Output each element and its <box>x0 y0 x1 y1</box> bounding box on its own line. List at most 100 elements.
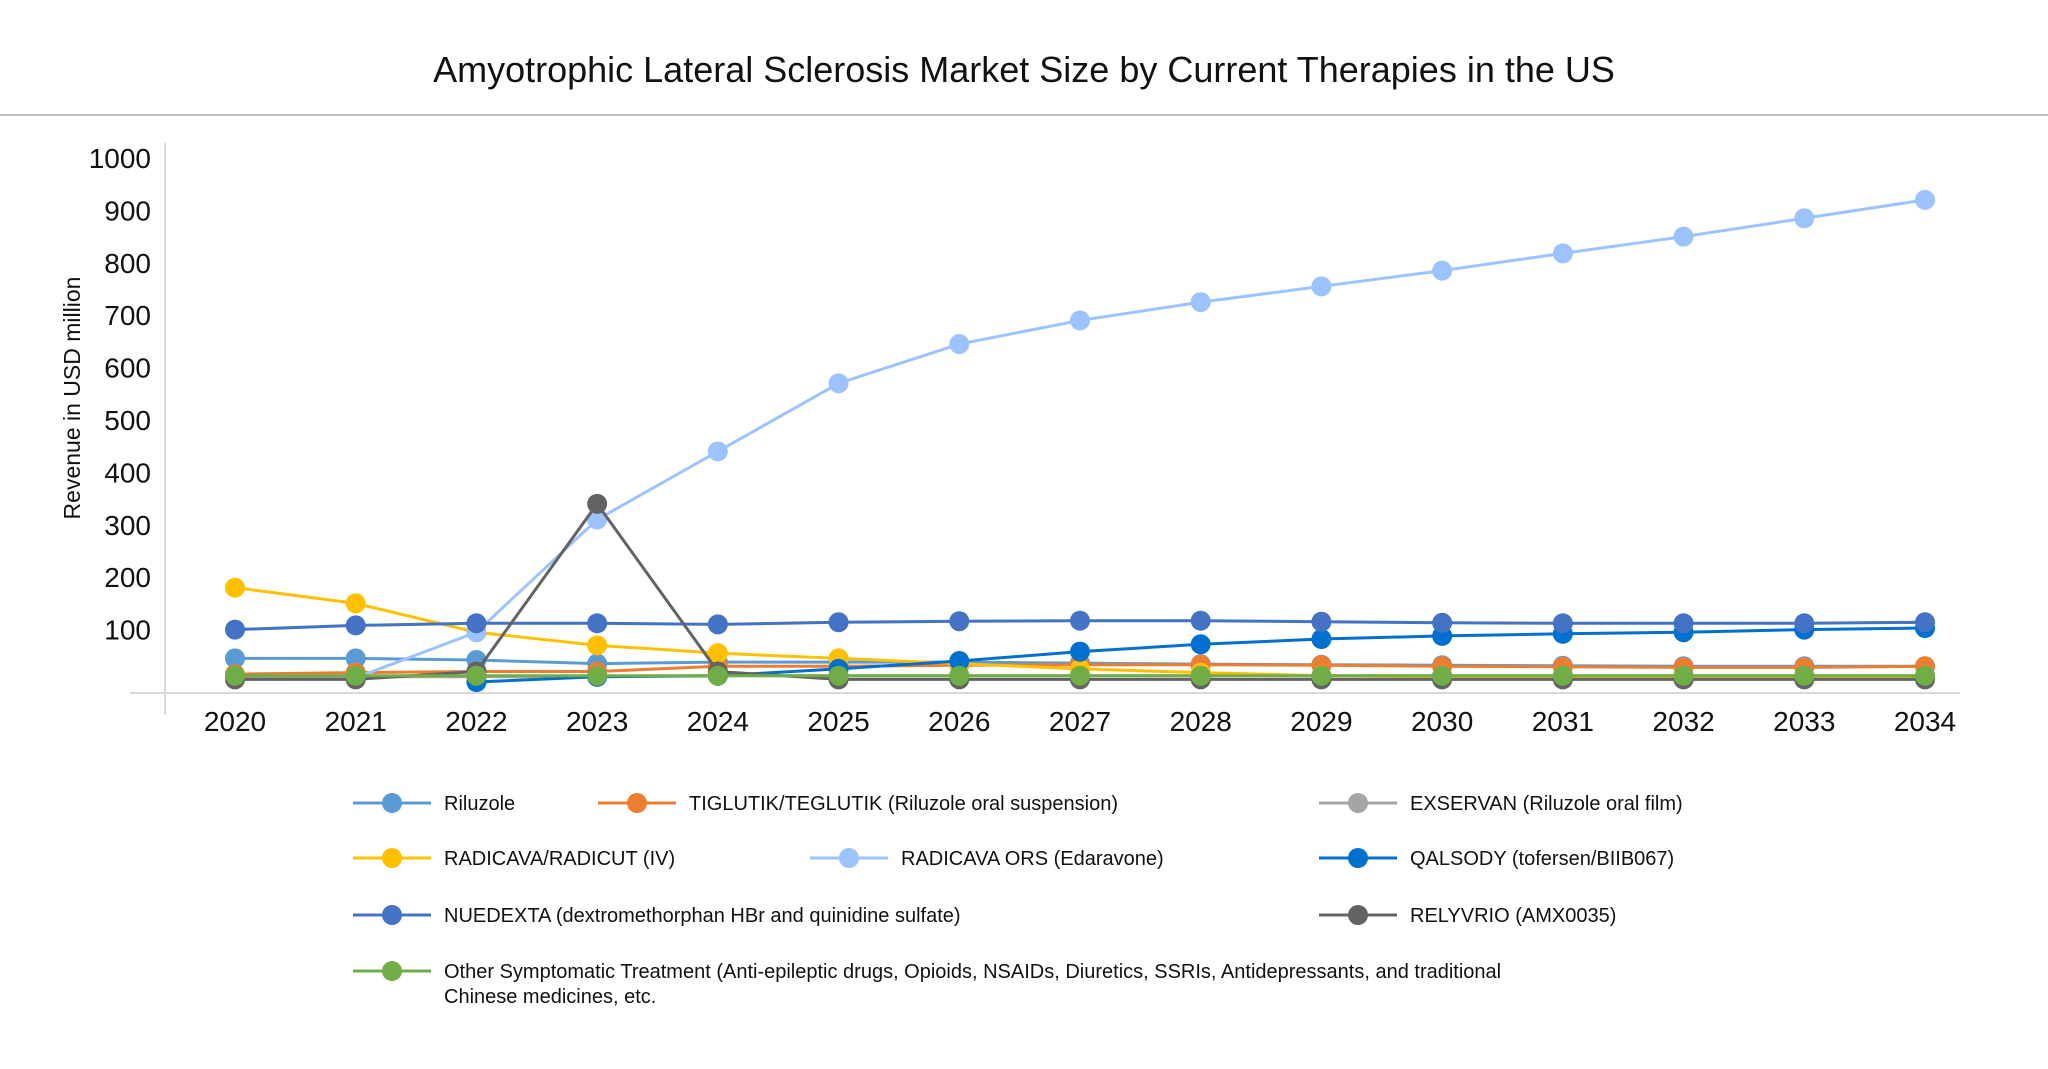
legend-marker <box>1348 793 1368 813</box>
data-point <box>1432 260 1453 281</box>
legend-label: QALSODY (tofersen/BIIB067) <box>1410 848 1674 870</box>
x-tick-label: 2020 <box>204 706 266 737</box>
y-tick-label: 1000 <box>89 143 151 174</box>
legend-marker <box>382 848 402 868</box>
series-6 <box>225 610 1935 640</box>
data-point <box>225 648 245 669</box>
data-point <box>225 665 245 686</box>
data-point <box>345 665 366 686</box>
data-point <box>225 619 245 640</box>
x-tick-label: 2025 <box>807 706 869 737</box>
data-point <box>707 441 728 462</box>
legend-label: EXSERVAN (Riluzole oral film) <box>1410 793 1683 815</box>
y-tick-label: 400 <box>104 457 151 488</box>
data-point <box>587 613 608 634</box>
y-tick-label: 300 <box>104 510 151 541</box>
data-point <box>1070 310 1090 331</box>
x-tick-label: 2027 <box>1049 706 1111 737</box>
legend-item: Riluzole <box>353 793 515 815</box>
data-point <box>1432 612 1453 633</box>
data-point <box>587 493 608 514</box>
legend-label: NUEDEXTA (dextromethorphan HBr and quini… <box>444 905 961 927</box>
data-point <box>1190 665 1211 686</box>
data-point <box>345 593 366 614</box>
legend-label: RELYVRIO (AMX0035) <box>1410 905 1616 927</box>
legend-label: RADICAVA/RADICUT (IV) <box>444 848 675 870</box>
data-point <box>1311 276 1332 297</box>
legend-label: RADICAVA ORS (Edaravone) <box>901 848 1164 870</box>
data-point <box>1794 665 1815 686</box>
x-tick-label: 2031 <box>1532 706 1594 737</box>
data-point <box>587 665 608 686</box>
legend-item: RADICAVA ORS (Edaravone) <box>810 848 1164 870</box>
data-point <box>1311 665 1332 686</box>
legend-item: NUEDEXTA (dextromethorphan HBr and quini… <box>353 905 961 927</box>
data-point <box>1311 629 1332 650</box>
data-point <box>587 635 608 656</box>
y-axis-label: Revenue in USD million <box>59 277 85 520</box>
legend-item: RADICAVA/RADICUT (IV) <box>353 848 675 870</box>
legend-label: Chinese medicines, etc. <box>444 986 656 1008</box>
data-point <box>466 613 487 634</box>
data-point <box>949 334 970 355</box>
y-tick-label: 500 <box>104 405 151 436</box>
data-point <box>828 373 849 394</box>
y-tick-label: 700 <box>104 300 151 331</box>
y-tick-label: 100 <box>104 615 151 646</box>
data-point <box>828 612 849 633</box>
legend-marker <box>627 793 647 813</box>
data-point <box>949 651 970 672</box>
data-point <box>1915 665 1935 686</box>
x-tick-label: 2033 <box>1773 706 1835 737</box>
data-point <box>345 648 366 669</box>
legend-label: Riluzole <box>444 793 515 815</box>
data-point <box>1552 665 1573 686</box>
data-point <box>949 611 970 632</box>
data-point <box>1311 611 1332 632</box>
data-point <box>949 665 970 686</box>
x-tick-label: 2026 <box>928 706 990 737</box>
series-4 <box>345 189 1935 688</box>
data-point <box>1673 613 1694 634</box>
x-tick-label: 2032 <box>1652 706 1714 737</box>
data-point <box>1552 613 1573 634</box>
y-tick-label: 600 <box>104 353 151 384</box>
data-point <box>1190 292 1211 313</box>
data-point <box>1673 665 1694 686</box>
data-point <box>707 643 728 664</box>
data-point <box>1070 665 1090 686</box>
data-point <box>707 614 728 635</box>
x-tick-label: 2029 <box>1290 706 1352 737</box>
data-point <box>587 509 608 530</box>
legend-item: RELYVRIO (AMX0035) <box>1319 905 1616 927</box>
data-point <box>1552 243 1573 264</box>
y-tick-label: 200 <box>104 562 151 593</box>
data-point <box>707 665 728 686</box>
data-point <box>1794 208 1815 229</box>
data-point <box>828 665 849 686</box>
legend-marker <box>382 793 402 813</box>
legend-marker <box>1348 848 1368 868</box>
x-tick-label: 2024 <box>687 706 749 737</box>
legend-item: EXSERVAN (Riluzole oral film) <box>1319 793 1683 815</box>
x-tick-label: 2034 <box>1894 706 1956 737</box>
x-tick-label: 2030 <box>1411 706 1473 737</box>
data-point <box>1915 612 1935 633</box>
data-point <box>1794 613 1815 634</box>
legend-item: Other Symptomatic Treatment (Anti-epilep… <box>353 961 1501 1008</box>
x-tick-label: 2023 <box>566 706 628 737</box>
legend-label: TIGLUTIK/TEGLUTIK (Riluzole oral suspens… <box>689 793 1118 815</box>
legend-marker <box>382 961 402 981</box>
legend-label: Other Symptomatic Treatment (Anti-epilep… <box>444 961 1501 983</box>
x-tick-label: 2022 <box>445 706 507 737</box>
chart-title: Amyotrophic Lateral Sclerosis Market Siz… <box>433 49 1615 90</box>
data-point <box>1190 634 1211 655</box>
legend-item: QALSODY (tofersen/BIIB067) <box>1319 848 1674 870</box>
legend-marker <box>382 905 402 925</box>
data-point <box>1070 610 1090 631</box>
data-point <box>1070 641 1090 662</box>
data-point <box>345 615 366 636</box>
data-point <box>1673 226 1694 247</box>
series-line <box>355 198 1926 680</box>
